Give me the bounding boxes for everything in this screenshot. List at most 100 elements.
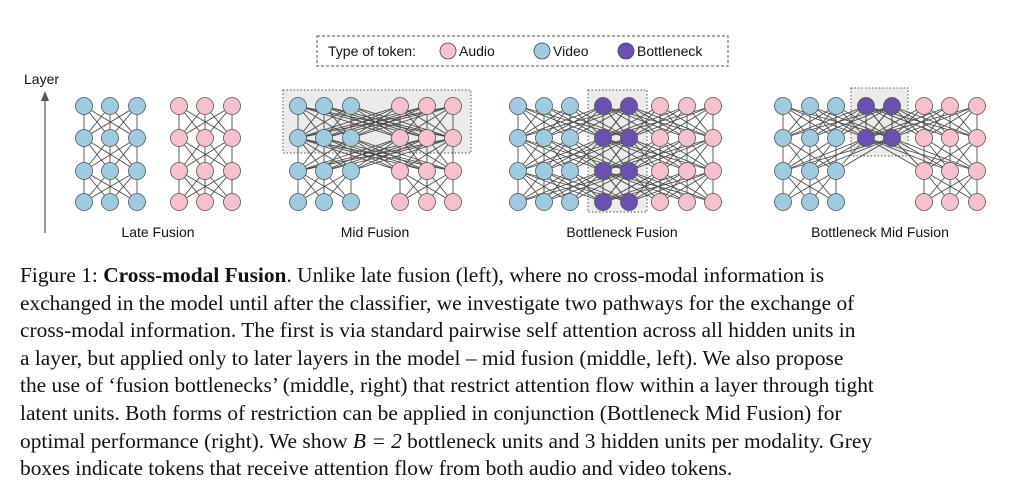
video-token xyxy=(315,97,333,115)
caption-line: optimal performance (right). We show B =… xyxy=(20,428,992,456)
video-token xyxy=(801,193,819,211)
video-token xyxy=(342,97,360,115)
attention-edge xyxy=(628,105,714,139)
attention-edge xyxy=(517,137,571,172)
video-token xyxy=(315,193,333,211)
attention-edge xyxy=(297,170,352,203)
audio-token xyxy=(170,193,188,211)
attention-edge xyxy=(782,137,893,172)
attention-edge xyxy=(865,137,925,172)
video-token xyxy=(801,97,819,115)
legend-bottleneck-label: Bottleneck xyxy=(637,43,703,59)
bottleneck-token xyxy=(594,193,612,211)
audio-token xyxy=(391,193,409,211)
attention-edge xyxy=(659,105,714,139)
video-token xyxy=(75,162,93,180)
caption-figure-number: Figure 1: xyxy=(20,263,104,287)
audio-token xyxy=(968,97,986,115)
attention-edge xyxy=(517,170,571,203)
video-token xyxy=(561,97,579,115)
audio-token xyxy=(915,97,933,115)
audio-token xyxy=(196,129,214,147)
attention-edge xyxy=(891,105,978,139)
attention-edge xyxy=(891,137,978,172)
audio-token xyxy=(678,162,696,180)
legend-title: Type of token: xyxy=(328,43,416,59)
attention-edge xyxy=(517,137,604,172)
attention-edge xyxy=(782,137,867,172)
token-nodes xyxy=(75,97,986,211)
audio-token xyxy=(941,97,959,115)
attention-edge xyxy=(923,170,978,203)
audio-token xyxy=(968,162,986,180)
video-token xyxy=(101,129,119,147)
video-token xyxy=(774,129,792,147)
audio-token xyxy=(418,129,436,147)
attention-edge xyxy=(543,105,630,139)
attention-edge xyxy=(602,137,661,172)
bottleneck-token xyxy=(594,97,612,115)
attention-edge xyxy=(517,105,630,139)
audio-token xyxy=(651,97,669,115)
audio-token xyxy=(391,97,409,115)
attention-edge xyxy=(809,137,893,172)
audio-token xyxy=(418,97,436,115)
attention-edge xyxy=(350,137,454,172)
audio-token xyxy=(968,193,986,211)
video-token xyxy=(128,162,146,180)
video-token xyxy=(101,193,119,211)
video-token xyxy=(827,129,845,147)
video-token xyxy=(801,162,819,180)
attention-edge xyxy=(835,105,893,139)
attention-edge xyxy=(569,137,630,172)
video-token xyxy=(509,97,527,115)
attention-edge xyxy=(782,105,837,139)
video-token xyxy=(75,129,93,147)
audio-token xyxy=(941,162,959,180)
audio-token xyxy=(196,97,214,115)
attention-edge xyxy=(543,137,630,172)
attention-edge xyxy=(923,105,978,139)
attention-edge xyxy=(628,170,688,203)
video-token xyxy=(535,129,553,147)
fusion-diagram: Type of token: Audio Video Bottleneck La… xyxy=(24,35,986,240)
audio-token xyxy=(915,193,933,211)
video-token xyxy=(801,129,819,147)
attention-edge xyxy=(543,170,630,203)
attention-edge xyxy=(835,137,893,172)
video-token xyxy=(827,162,845,180)
caption-text: optimal performance (right). We show xyxy=(20,428,353,453)
attention-edge xyxy=(517,105,604,139)
attention-edge xyxy=(923,137,978,172)
bottleneck-token xyxy=(594,162,612,180)
attention-edge xyxy=(178,105,233,139)
panel-label-bottleneck-mid-fusion: Bottleneck Mid Fusion xyxy=(811,224,949,240)
audio-token xyxy=(678,129,696,147)
video-token xyxy=(535,162,553,180)
caption-text: bottleneck units and 3 hidden units per … xyxy=(401,428,873,453)
attention-edge xyxy=(83,105,138,139)
audio-token xyxy=(678,193,696,211)
attention-edge xyxy=(297,105,401,139)
attention-edge xyxy=(782,105,867,139)
legend-video-swatch xyxy=(533,42,551,60)
video-token xyxy=(827,193,845,211)
video-token xyxy=(289,129,307,147)
caption-line: Figure 1: Cross-modal Fusion. Unlike lat… xyxy=(20,262,992,290)
attention-edge xyxy=(809,105,893,139)
attention-edge xyxy=(569,170,630,203)
audio-token xyxy=(915,129,933,147)
video-token xyxy=(75,97,93,115)
audio-token xyxy=(651,129,669,147)
attention-edge xyxy=(628,137,688,172)
legend-audio-swatch xyxy=(439,42,457,60)
audio-token xyxy=(704,129,722,147)
caption-line: latent units. Both forms of restriction … xyxy=(20,400,842,425)
legend-video-label: Video xyxy=(553,43,589,59)
bottleneck-token xyxy=(620,162,638,180)
attention-edge xyxy=(517,105,571,139)
attention-edge xyxy=(628,137,714,172)
audio-token xyxy=(915,162,933,180)
audio-token xyxy=(223,193,241,211)
video-token xyxy=(827,97,845,115)
